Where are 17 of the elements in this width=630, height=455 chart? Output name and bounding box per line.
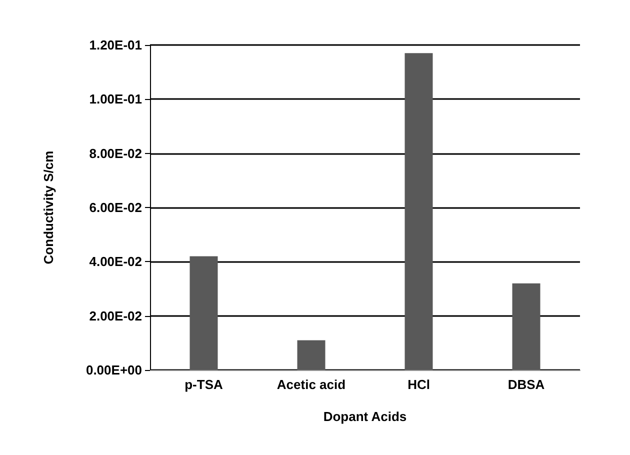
y-tick-label: 8.00E-02 <box>89 146 142 161</box>
bar <box>297 340 326 370</box>
x-tick-label: Acetic acid <box>276 377 346 392</box>
y-axis-title: Conductivity S/cm <box>41 150 56 264</box>
x-axis-title: Dopant Acids <box>323 409 407 424</box>
x-tick-label: HCl <box>408 377 430 392</box>
y-tick-label: 1.00E-01 <box>89 92 142 107</box>
y-tick-label: 4.00E-02 <box>89 254 142 270</box>
bar <box>190 256 218 370</box>
bar <box>404 53 433 370</box>
y-tick-label: 1.20E-01 <box>89 38 142 52</box>
y-tick-label: 6.00E-02 <box>89 200 142 215</box>
y-tick-label: 2.00E-02 <box>89 308 142 324</box>
bar <box>512 283 540 370</box>
x-tick-label: DBSA <box>508 377 546 392</box>
y-tick-label: 0.00E+00 <box>86 362 142 378</box>
x-tick-label: p-TSA <box>184 377 224 392</box>
